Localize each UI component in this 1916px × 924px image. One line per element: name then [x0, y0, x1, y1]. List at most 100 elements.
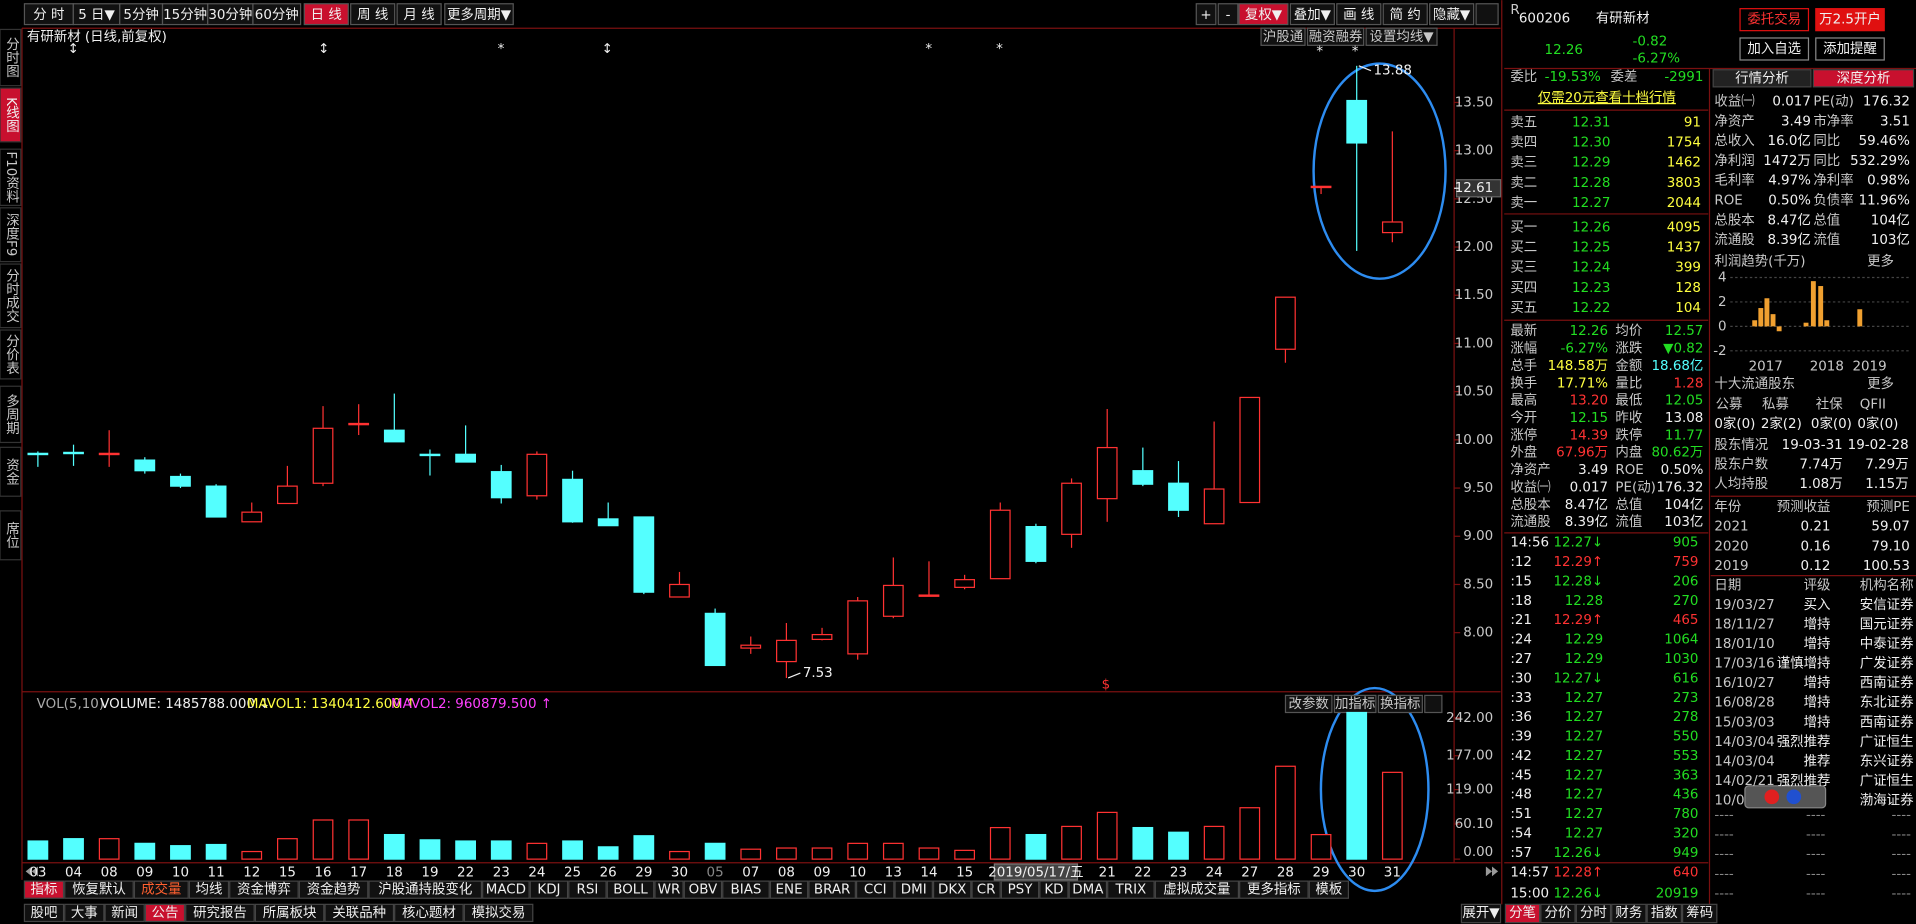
side-tab[interactable] — [0, 385, 22, 444]
tab-label[interactable]: BRAR — [814, 883, 851, 898]
panel-tab[interactable] — [1681, 903, 1718, 924]
tool-button[interactable] — [1195, 3, 1217, 26]
tab-label[interactable]: 成交量 — [141, 881, 181, 898]
indicator-button-label[interactable]: 加指标 — [1335, 696, 1375, 712]
tab-label[interactable]: 30分钟 — [208, 6, 252, 23]
action-label[interactable]: 添加提醒 — [1823, 41, 1877, 57]
action-button[interactable] — [1815, 37, 1885, 61]
tab[interactable] — [1068, 880, 1108, 899]
tool-button[interactable] — [1289, 3, 1335, 26]
tab-label[interactable]: CR — [977, 883, 996, 898]
tab[interactable] — [855, 880, 895, 899]
close-button[interactable] — [1424, 694, 1443, 714]
side-tab[interactable] — [0, 263, 22, 329]
tab-label[interactable]: 资金博弈 — [237, 882, 291, 898]
tab[interactable] — [722, 880, 770, 899]
panel-tab[interactable] — [1540, 903, 1576, 924]
panel-tab[interactable] — [1460, 903, 1502, 924]
side-label[interactable]: 分时成交 — [3, 269, 20, 323]
side-label[interactable]: 分时图 — [3, 37, 20, 78]
more-link[interactable]: 更多 — [1867, 375, 1894, 392]
tab-label[interactable]: 周 线 — [357, 7, 388, 23]
side-label[interactable]: 多周期 — [3, 393, 20, 436]
tab[interactable] — [324, 903, 395, 923]
panel-tab-label[interactable]: 分时 — [1580, 905, 1607, 921]
tab-label[interactable]: 更多周期▼ — [447, 6, 512, 23]
panel-tab[interactable] — [1504, 903, 1541, 924]
tab-label[interactable]: BIAS — [731, 883, 762, 898]
tab[interactable] — [1308, 880, 1350, 899]
tab-label[interactable]: DMA — [1072, 883, 1104, 898]
tool-label[interactable]: 画 线 — [1343, 7, 1374, 23]
tab[interactable] — [368, 880, 483, 899]
panel-tab[interactable] — [1611, 903, 1647, 924]
tab-label[interactable]: KDJ — [537, 883, 560, 898]
tab[interactable] — [568, 880, 607, 899]
deep-tab[interactable] — [1712, 69, 1812, 88]
chart-button-label[interactable]: 设置均线▼ — [1370, 29, 1435, 45]
tab[interactable] — [23, 880, 65, 899]
tab-label[interactable]: 5 日▼ — [78, 8, 115, 23]
tab[interactable] — [1107, 880, 1155, 899]
panel-tab-label[interactable]: 分价 — [1545, 905, 1572, 921]
side-tab[interactable] — [0, 148, 22, 207]
tab-label[interactable]: RSI — [577, 883, 599, 898]
action-button[interactable] — [1739, 37, 1810, 61]
tab[interactable] — [463, 903, 534, 923]
tab-label[interactable]: 恢复默认 — [72, 881, 126, 898]
tab[interactable] — [606, 880, 655, 899]
tab[interactable] — [64, 880, 134, 899]
tab[interactable] — [1039, 880, 1069, 899]
tab-label[interactable]: CCI — [864, 883, 887, 898]
panel-tab-label[interactable]: 财务 — [1615, 905, 1642, 921]
indicator-button[interactable] — [1377, 694, 1423, 714]
action-button[interactable] — [1815, 8, 1885, 32]
panel-tab-label[interactable]: 指数 — [1651, 905, 1678, 921]
tool-label[interactable]: 简 约 — [1390, 6, 1421, 23]
tab[interactable] — [23, 903, 65, 923]
tab-label[interactable]: 新闻 — [111, 905, 138, 921]
side-label[interactable]: 席位 — [3, 522, 20, 549]
tab[interactable] — [104, 903, 145, 923]
chart-button[interactable] — [1365, 27, 1438, 46]
tab-label[interactable]: KD — [1044, 883, 1063, 898]
deep-tab-label[interactable]: 深度分析 — [1837, 70, 1891, 86]
panel-tab-label[interactable]: 分笔 — [1509, 905, 1536, 921]
tab[interactable] — [1239, 880, 1309, 899]
panel-tab-label[interactable]: 展开▼ — [1462, 906, 1500, 921]
chart-button-label[interactable]: 融资融券 — [1309, 29, 1363, 45]
indicator-button[interactable] — [1284, 694, 1333, 714]
tab[interactable] — [894, 880, 933, 899]
tool-label[interactable]: 复权▼ — [1245, 6, 1283, 23]
tab[interactable] — [482, 880, 530, 899]
side-label[interactable]: 分价表 — [3, 334, 20, 375]
tab-button[interactable] — [252, 3, 302, 26]
tab-label[interactable]: WR — [658, 883, 681, 898]
tab-label[interactable]: 15分钟 — [163, 6, 207, 23]
tab-label[interactable]: 均线 — [196, 882, 223, 898]
tab-label[interactable]: 研究报告 — [193, 905, 247, 921]
tool-label[interactable]: 隐藏▼ — [1433, 7, 1471, 23]
tab[interactable] — [808, 880, 856, 899]
chart-button[interactable] — [1260, 27, 1306, 46]
tab-label[interactable]: MACD — [486, 883, 526, 898]
tab-button[interactable] — [303, 3, 349, 26]
side-tab[interactable] — [0, 207, 22, 263]
side-tab[interactable] — [0, 329, 22, 380]
tab-label[interactable]: 大事 — [71, 905, 98, 921]
side-tab[interactable] — [0, 87, 22, 143]
tab-label[interactable]: 关联品种 — [332, 905, 386, 921]
tab-label[interactable]: PSY — [1008, 883, 1034, 898]
tab-label[interactable]: 沪股通持股变化 — [378, 882, 472, 898]
panel-tab[interactable] — [1646, 903, 1682, 924]
tab-label[interactable]: 指标 — [31, 882, 58, 898]
tool-label[interactable]: 叠加▼ — [1294, 7, 1332, 23]
tab[interactable] — [769, 880, 809, 899]
side-label[interactable]: F10资料 — [3, 151, 20, 203]
side-label[interactable]: 资金 — [3, 458, 20, 485]
tab-label[interactable]: ENE — [776, 883, 803, 898]
tab-label[interactable]: DKX — [938, 883, 966, 898]
tab-label[interactable]: 资金趋势 — [307, 882, 361, 898]
fullscreen-button[interactable] — [1475, 3, 1499, 26]
tab-label[interactable]: 分 时 — [33, 7, 64, 23]
